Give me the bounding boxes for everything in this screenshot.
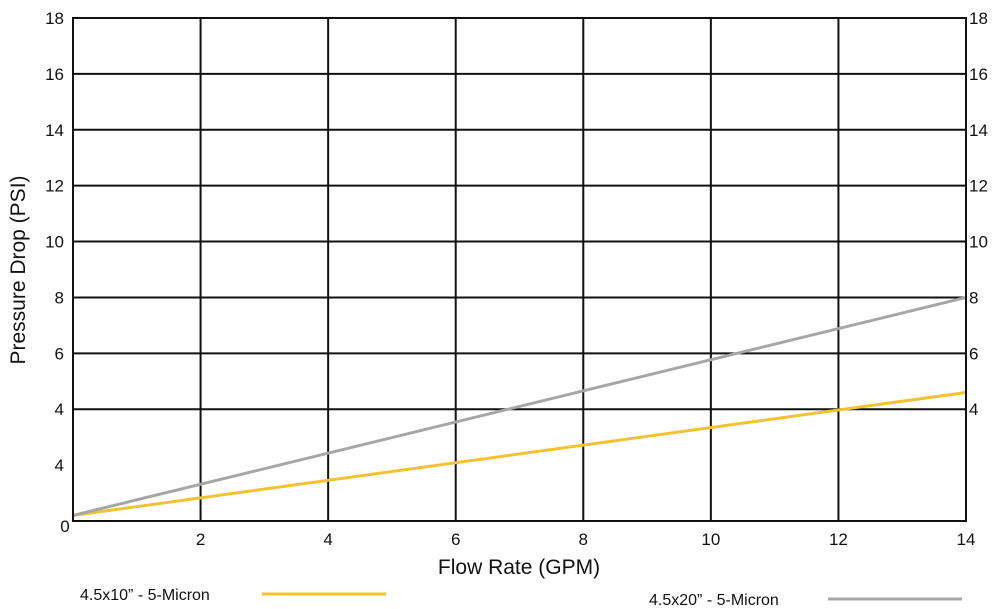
x-tick-label: 0 <box>60 517 69 536</box>
y-tick-label-left: 8 <box>55 288 64 307</box>
x-tick-label: 8 <box>579 530 588 549</box>
y-tick-label-left: 16 <box>45 65 64 84</box>
legend-label-series-2: 4.5x20” - 5-Micron <box>649 592 779 609</box>
x-tick-label: 10 <box>701 530 720 549</box>
y-tick-label-left: 4 <box>55 456 64 475</box>
y-tick-label-right: 4 <box>969 400 978 419</box>
x-axis-title: Flow Rate (GPM) <box>438 556 600 579</box>
y-tick-label-left: 14 <box>45 121 64 140</box>
y-tick-label-right: 14 <box>969 121 988 140</box>
y-tick-label-right: 12 <box>969 177 988 196</box>
legend-label-series-1: 4.5x10” - 5-Micron <box>80 587 210 604</box>
x-tick-label: 6 <box>451 530 460 549</box>
y-tick-label-right: 16 <box>969 65 988 84</box>
y-tick-label-right: 6 <box>969 344 978 363</box>
y-tick-label-right: 18 <box>969 9 988 28</box>
x-tick-label: 12 <box>829 530 848 549</box>
y-tick-label-left: 4 <box>55 400 64 419</box>
x-tick-label: 4 <box>323 530 332 549</box>
y-axis-title: Pressure Drop (PSI) <box>7 175 30 364</box>
y-tick-label-left: 12 <box>45 177 64 196</box>
x-tick-label: 2 <box>196 530 205 549</box>
y-tick-label-left: 18 <box>45 9 64 28</box>
y-tick-label-left: 10 <box>45 233 64 252</box>
y-tick-label-left: 6 <box>55 344 64 363</box>
y-tick-label-right: 10 <box>969 233 988 252</box>
x-tick-label: 14 <box>957 530 976 549</box>
y-tick-label-right: 8 <box>969 288 978 307</box>
